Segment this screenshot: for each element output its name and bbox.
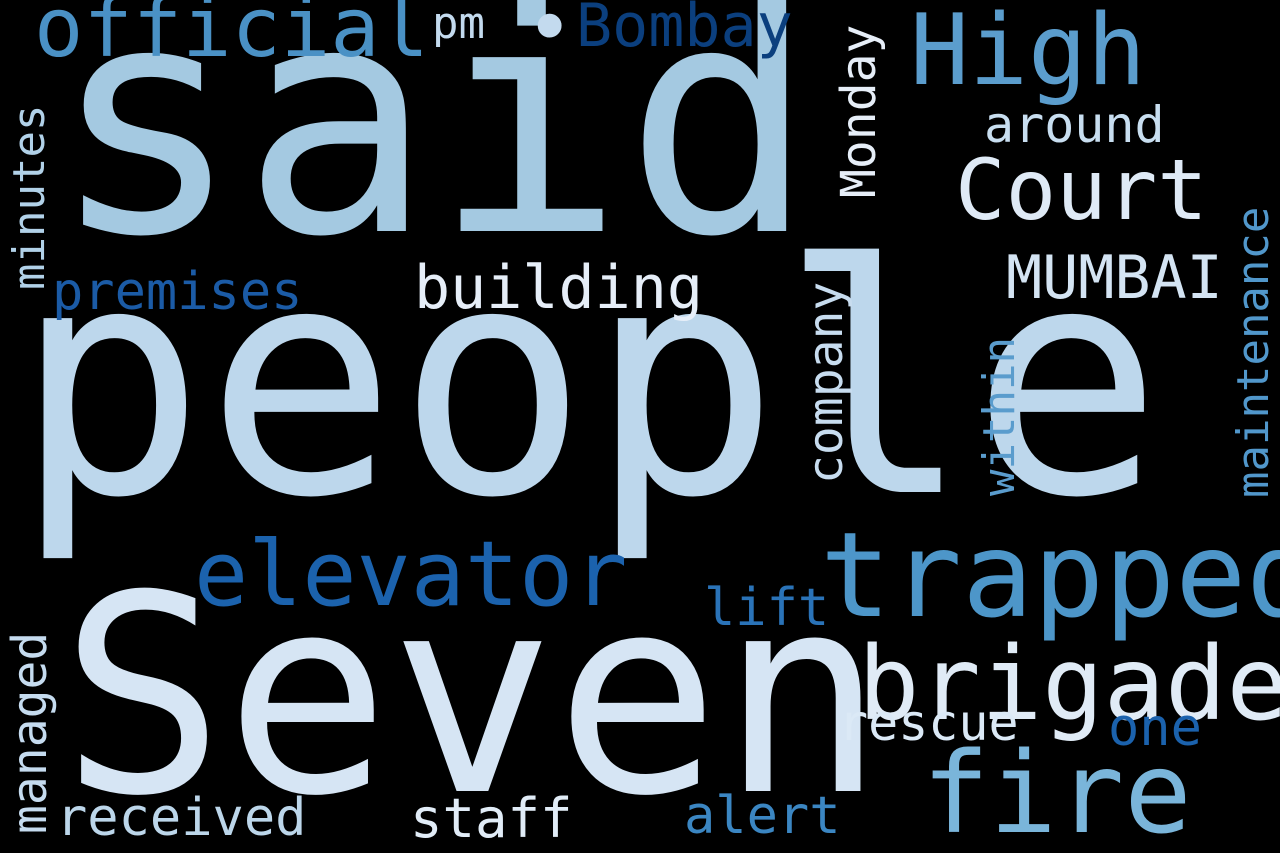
word-elevator: elevator: [194, 522, 628, 627]
word-building: building: [414, 253, 703, 323]
word-premises: premises: [52, 262, 303, 322]
word-bombay: Bombay: [576, 0, 793, 61]
word-high: High: [910, 0, 1147, 108]
word-within: within: [974, 337, 1025, 496]
word-official: official: [34, 0, 429, 76]
word-fire: fire: [922, 729, 1192, 853]
word-pm: pm: [432, 0, 485, 49]
word-minutes: minutes: [4, 104, 55, 290]
word-company: company: [798, 281, 854, 484]
word-court: Court: [955, 141, 1208, 239]
word-people: people: [14, 197, 1163, 567]
word-staff: staff: [410, 787, 573, 850]
word-one: one: [1108, 698, 1202, 758]
word-rescue: rescue: [838, 694, 1019, 752]
word-mumbai: MUMBAI: [1006, 243, 1223, 313]
bullet-mark: •: [525, 0, 575, 76]
word-managed: managed: [2, 631, 58, 834]
word-seven: Seven: [60, 537, 885, 853]
word-alert: alert: [684, 786, 841, 846]
word-said: said: [50, 0, 816, 306]
word-trapped: trapped: [820, 506, 1280, 644]
word-monday: Monday: [831, 24, 887, 198]
word-around: around: [984, 96, 1165, 154]
word-received: received: [56, 788, 307, 848]
word-maintenance: maintenance: [1228, 206, 1279, 498]
word-brigade: brigade: [858, 625, 1280, 744]
word-lift: lift: [704, 578, 830, 638]
